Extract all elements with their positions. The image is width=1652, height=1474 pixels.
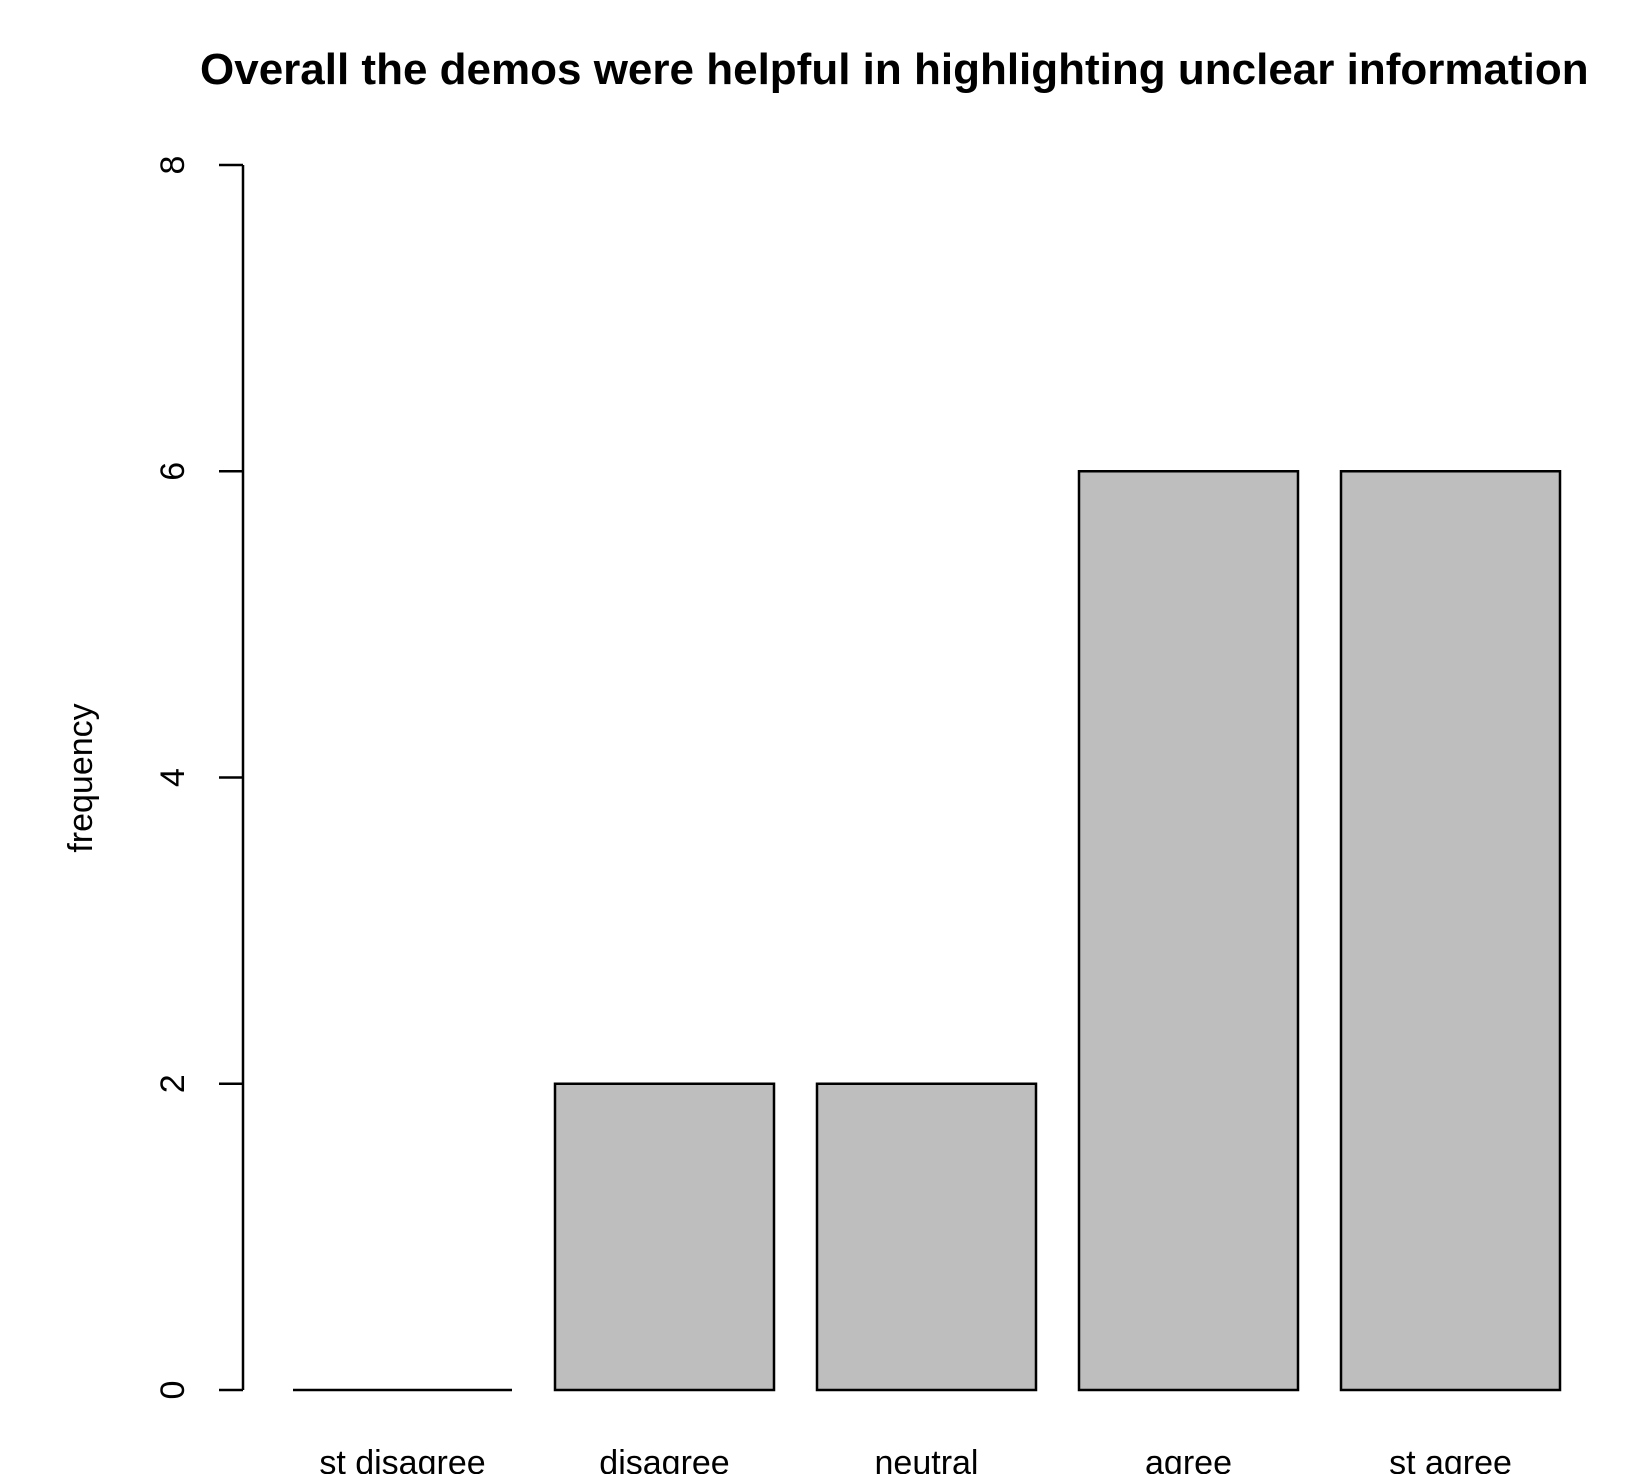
y-tick-label: 0: [154, 1381, 192, 1400]
y-axis-label: frequency: [62, 703, 100, 852]
category-label: disagree: [599, 1444, 729, 1474]
y-tick-label: 8: [154, 156, 192, 175]
bar: [1339, 470, 1562, 1392]
category-label: st disagree: [319, 1444, 485, 1474]
category-label: neutral: [875, 1444, 979, 1474]
chart-title: Overall the demos were helpful in highli…: [200, 45, 1589, 94]
category-label: agree: [1145, 1444, 1232, 1474]
y-tick-label: 6: [154, 462, 192, 481]
bars-group: [293, 470, 1562, 1392]
y-axis: 0 2 4 6 8: [154, 156, 245, 1400]
y-tick-label: 2: [154, 1074, 192, 1093]
bar: [553, 1082, 776, 1392]
bar: [1077, 470, 1300, 1392]
bar: [815, 1082, 1038, 1392]
category-labels: st disagree disagree neutral agree st agree: [319, 1444, 1512, 1474]
y-tick-label: 4: [154, 768, 192, 787]
category-label: st agree: [1389, 1444, 1512, 1474]
